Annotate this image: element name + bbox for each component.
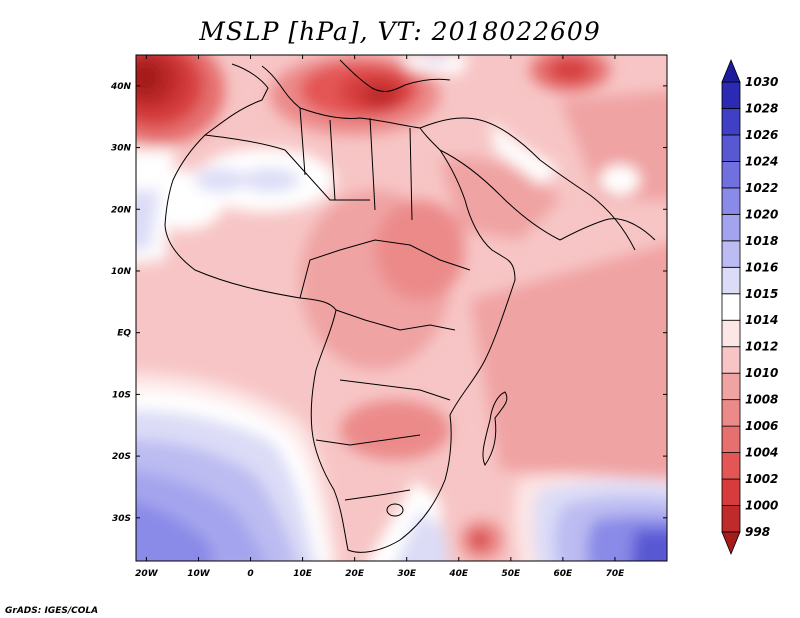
colorbar-box <box>721 134 741 162</box>
lat-tick-label: 20S <box>112 452 131 462</box>
lon-tick-label: 10E <box>293 569 313 579</box>
colorbar-box <box>721 425 741 453</box>
pressure-colorbar: 998 1000 1002 1004 1006 1008 1010 1012 1014 1015 1… <box>721 58 778 556</box>
coastlines <box>164 59 656 553</box>
map-frame <box>135 54 668 562</box>
colorbar-label: 1028 <box>745 101 778 115</box>
lon-tick-label: 40E <box>448 569 469 579</box>
lat-tick-label: 40N <box>110 82 132 92</box>
colorbar-label: 1000 <box>745 499 778 513</box>
lon-tick-label: 20W <box>135 569 159 579</box>
colorbar-min-arrow <box>721 531 741 556</box>
lon-tick-label: 70E <box>606 569 626 579</box>
lon-tick-label: 30E <box>397 569 417 579</box>
colorbar-label: 1016 <box>745 260 778 274</box>
colorbar-box <box>721 293 741 321</box>
lat-tick-label: EQ <box>117 329 131 339</box>
colorbar-label: 1002 <box>745 472 778 486</box>
colorbar-label: 1015 <box>745 287 778 301</box>
colorbar-max-arrow <box>721 58 741 83</box>
lon-tick-label: 10W <box>187 569 211 579</box>
lat-tick-label: 10N <box>111 267 132 277</box>
colorbar-box <box>721 187 741 215</box>
lon-tick-label: 0 <box>247 569 253 579</box>
colorbar-box <box>721 266 741 295</box>
colorbar-box <box>721 240 741 268</box>
colorbar-label: 1024 <box>745 154 778 168</box>
grads-credit: GrADS: IGES/COLA <box>5 606 98 616</box>
colorbar-label: 1006 <box>745 419 778 433</box>
colorbar-label: 1004 <box>745 446 778 460</box>
colorbar-box <box>721 319 741 348</box>
colorbar-label: 1026 <box>745 128 778 142</box>
map-panel: 20W 10W 0 10E 20E 30E 40E 50E 60E 70E 40N 30N 20N 10… <box>110 54 668 579</box>
figure-title: MSLP [hPa], VT: 2018022609 <box>198 17 600 46</box>
colorbar-label: 1030 <box>745 75 778 89</box>
latitude-axis: 40N 30N 20N 10N EQ 10S 20S 30S <box>110 82 667 524</box>
colorbar-box <box>721 108 741 136</box>
lat-tick-label: 10S <box>112 390 131 400</box>
colorbar-box <box>721 505 741 533</box>
lon-tick-label: 60E <box>554 569 574 579</box>
colorbar-box <box>721 452 741 480</box>
lat-tick-label: 30S <box>112 514 131 524</box>
colorbar-label: 1018 <box>745 234 778 248</box>
colorbar-label: 1022 <box>745 181 778 195</box>
colorbar-label: 1014 <box>745 313 778 327</box>
lat-tick-label: 20N <box>111 205 132 215</box>
colorbar-box <box>721 478 741 506</box>
colorbar-label: 1008 <box>745 393 778 407</box>
colorbar-box <box>721 213 741 242</box>
colorbar-box <box>721 346 741 374</box>
lat-tick-label: 30N <box>111 144 132 154</box>
colorbar-box <box>721 161 741 189</box>
colorbar-label: 1012 <box>745 340 778 354</box>
colorbar-box <box>721 81 741 109</box>
colorbar-label: 998 <box>745 525 770 539</box>
lon-tick-label: 20E <box>345 569 365 579</box>
colorbar-box <box>721 399 741 427</box>
longitude-axis: 20W 10W 0 10E 20E 30E 40E 50E 60E 70E <box>135 55 625 579</box>
colorbar-label: 1010 <box>745 366 778 380</box>
lon-tick-label: 50E <box>501 569 521 579</box>
colorbar-label: 1020 <box>745 207 778 221</box>
colorbar-box <box>721 372 741 401</box>
